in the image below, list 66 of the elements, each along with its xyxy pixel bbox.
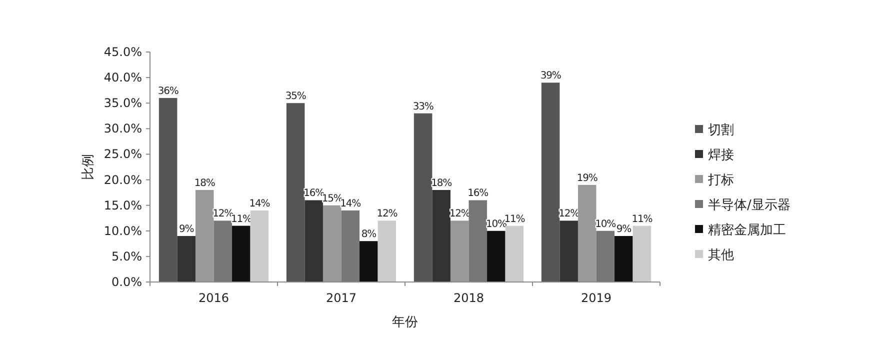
legend-label: 半导体/显示器 <box>708 198 790 213</box>
y-tick-label: 25.0% <box>104 147 142 162</box>
legend-label: 其他 <box>708 248 734 263</box>
data-label: 14% <box>340 198 361 210</box>
data-label: 12% <box>212 208 234 220</box>
bar <box>286 103 305 282</box>
legend-label: 切割 <box>708 123 734 138</box>
bar <box>487 230 506 282</box>
bar <box>560 220 578 282</box>
y-tick-label: 5.0% <box>112 249 142 264</box>
x-axis-title: 年份 <box>392 315 418 330</box>
data-label: 18% <box>194 178 215 189</box>
data-label: 9% <box>616 224 632 235</box>
x-tick-label: 2019 <box>580 291 612 305</box>
bar <box>378 220 396 282</box>
data-label: 18% <box>431 178 452 189</box>
bar <box>632 226 652 282</box>
bar <box>322 205 342 282</box>
bar <box>158 98 178 282</box>
data-label: 12% <box>449 208 470 220</box>
bar <box>250 210 269 282</box>
bar <box>578 184 596 282</box>
data-label: 11% <box>632 214 652 225</box>
data-label: 39% <box>540 70 561 82</box>
y-tick-label: 15.0% <box>104 198 142 212</box>
y-tick-label: 45.0% <box>104 45 142 59</box>
bar <box>304 200 323 282</box>
legend-label: 精密金属加工 <box>708 223 786 238</box>
bar <box>505 226 524 282</box>
y-axis-title: 比例 <box>81 154 96 180</box>
y-tick-label: 30.0% <box>104 122 142 136</box>
x-tick-label: 2018 <box>453 291 484 305</box>
bar <box>214 220 232 282</box>
bar <box>341 210 360 282</box>
y-tick-label: 20.0% <box>104 172 142 187</box>
data-label: 8% <box>361 229 376 240</box>
legend-label: 打标 <box>707 173 734 188</box>
bar <box>432 190 450 282</box>
bar <box>360 241 378 282</box>
x-tick-label: 2016 <box>198 291 230 305</box>
y-tick-label: 35.0% <box>104 96 142 110</box>
bar <box>614 236 633 282</box>
data-label: 19% <box>576 172 598 184</box>
legend-label: 焊接 <box>708 148 734 163</box>
bar <box>177 236 196 282</box>
data-label: 36% <box>158 86 178 97</box>
y-tick-label: 40.0% <box>104 70 142 85</box>
data-label: 14% <box>249 198 270 210</box>
data-label: 10% <box>486 218 506 230</box>
bar <box>414 113 432 282</box>
data-label: 12% <box>376 208 398 220</box>
x-tick-label: 2017 <box>326 291 357 305</box>
y-tick-label: 10.0% <box>104 224 142 238</box>
bar <box>195 190 214 282</box>
y-tick-label: 0.0% <box>112 275 142 289</box>
data-label: 9% <box>179 224 194 235</box>
bar <box>232 226 250 282</box>
data-label: 16% <box>468 188 488 200</box>
data-label: 10% <box>595 218 616 230</box>
data-label: 16% <box>304 188 324 200</box>
bar <box>596 230 615 282</box>
bar <box>541 82 560 282</box>
bar <box>450 220 469 282</box>
data-label: 35% <box>285 91 306 102</box>
data-label: 33% <box>412 101 434 112</box>
bar <box>468 200 488 282</box>
